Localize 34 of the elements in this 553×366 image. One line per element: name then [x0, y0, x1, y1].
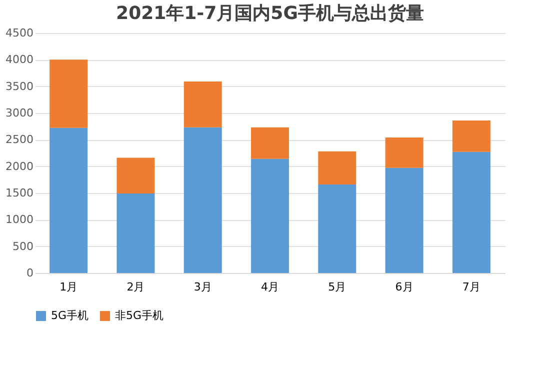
bar [318, 151, 356, 184]
legend-label: 非5G手机 [115, 309, 164, 322]
x-tick-label: 5月 [328, 280, 346, 294]
x-tick-label: 4月 [261, 280, 279, 294]
bar [50, 128, 88, 273]
y-tick-label: 3000 [6, 106, 34, 120]
y-tick-label: 1000 [6, 213, 34, 226]
x-tick-label: 2月 [126, 280, 145, 294]
bar [318, 184, 356, 273]
y-tick-label: 3500 [6, 80, 34, 93]
x-tick-label: 1月 [60, 280, 78, 294]
x-tick-label: 7月 [462, 280, 480, 294]
bar [251, 158, 289, 273]
bar [50, 60, 88, 128]
bar [116, 194, 155, 273]
bar [184, 127, 222, 273]
x-tick-label: 3月 [194, 280, 212, 294]
y-tick-label: 4000 [6, 53, 34, 66]
legend-label: 5G手机 [51, 309, 89, 322]
bar [184, 82, 222, 128]
bar [251, 127, 289, 159]
y-tick-label: 2000 [6, 160, 34, 173]
y-tick-label: 2500 [6, 133, 34, 146]
bar [452, 152, 490, 273]
y-tick-label: 0 [26, 266, 34, 280]
bar [385, 168, 424, 273]
y-tick-label: 4500 [6, 26, 34, 40]
bar [385, 138, 424, 168]
bar [452, 120, 490, 152]
x-tick-label: 6月 [395, 280, 414, 294]
chart-title: 2021年1-7月国内5G手机与总出货量 [116, 3, 424, 24]
bar [116, 158, 155, 194]
y-tick-label: 1500 [6, 186, 34, 200]
y-tick-label: 500 [12, 240, 34, 253]
